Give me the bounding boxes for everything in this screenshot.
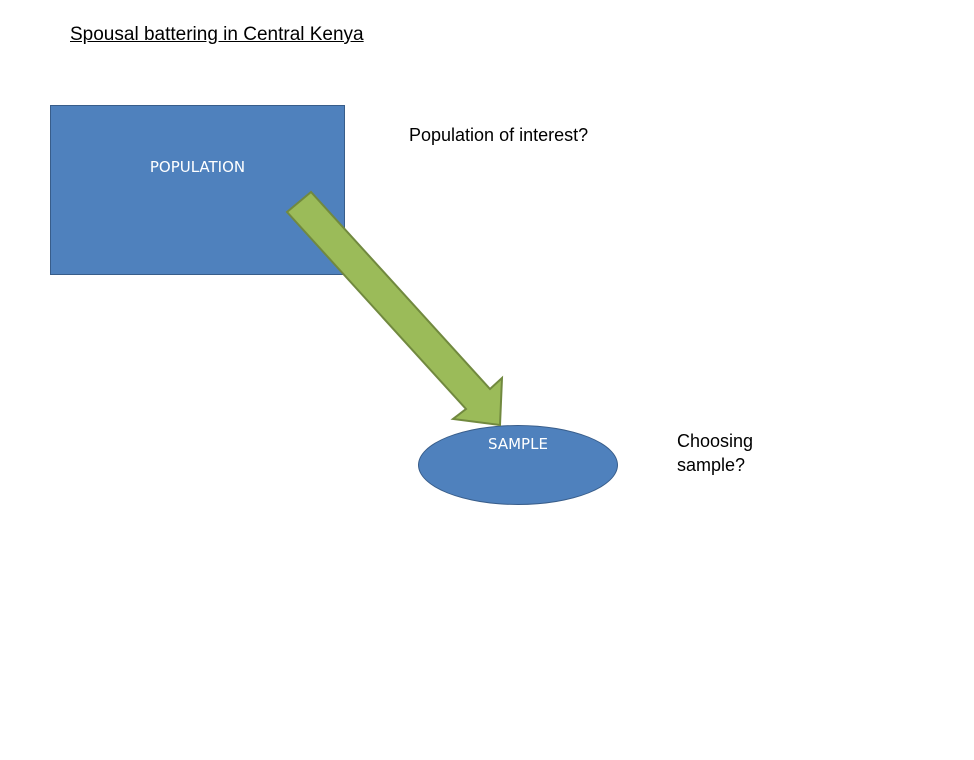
sample-ellipse: SAMPLE [418, 425, 618, 505]
sample-question-line2: sample? [677, 455, 746, 475]
sample-question: Choosing sample? [677, 429, 797, 477]
population-box: POPULATION [50, 105, 345, 275]
slide-title: Spousal battering in Central Kenya [70, 24, 364, 45]
population-question: Population of interest? [409, 125, 589, 145]
population-label: POPULATION [149, 158, 246, 176]
sample-question-line1: Choosing [677, 431, 754, 451]
sample-label: SAMPLE [488, 435, 548, 453]
